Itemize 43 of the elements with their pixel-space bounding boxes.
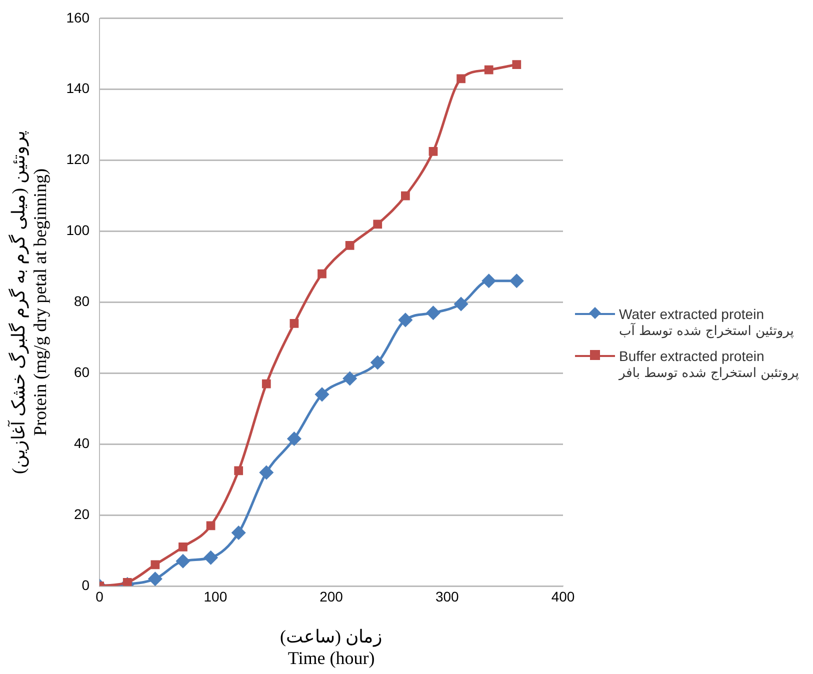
point [318,269,326,278]
point [373,220,382,229]
point [456,74,466,84]
point [370,356,384,370]
point [454,297,468,311]
x-tick-label: 200 [320,588,344,604]
y-tick-label: 0 [82,576,90,593]
y-tick-label: 80 [74,293,90,310]
point [150,560,160,570]
point [512,60,522,69]
point [287,432,301,446]
point [122,578,132,586]
x-tick-label: 300 [435,588,460,604]
y-tick-label: 120 [66,151,90,168]
x-tick-label: 400 [551,588,575,604]
y-tick-label: 60 [74,364,90,380]
y-tick-label: 140 [66,80,90,96]
point [232,526,246,540]
x-tick-label: 0 [96,588,104,604]
point [315,388,329,402]
point [428,147,438,156]
y-tick-label: 20 [74,506,90,522]
y-tick-label: 100 [66,222,90,238]
point [290,319,299,328]
point [343,372,357,386]
point [484,65,494,74]
point [398,313,412,327]
y-tick-label: 40 [74,434,90,451]
point [234,466,244,476]
x-tick-label: 100 [204,588,228,604]
point [176,554,190,568]
point [401,191,410,200]
point [148,572,162,586]
point [426,306,440,320]
point [260,466,274,480]
point [345,241,354,250]
point [178,542,188,552]
point [510,274,524,288]
point [262,379,271,388]
point [206,521,216,530]
point [482,274,496,288]
y-tick-label: 160 [66,9,90,26]
point [204,550,218,564]
